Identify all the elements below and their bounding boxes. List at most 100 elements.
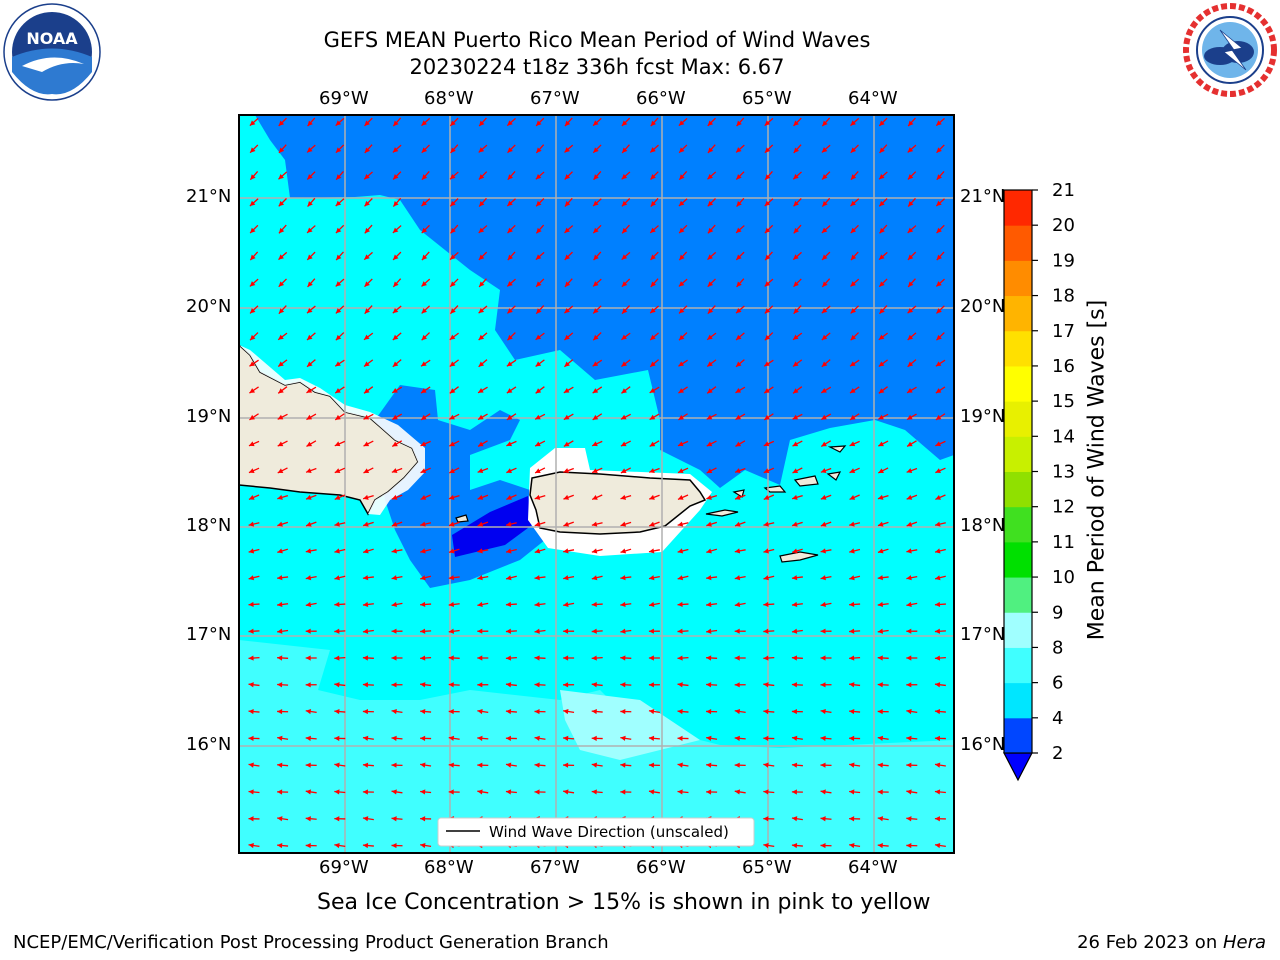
- wave-direction-arrow: [420, 762, 432, 768]
- wave-direction-arrow: [734, 548, 746, 554]
- wave-direction-arrow: [621, 117, 631, 127]
- wave-direction-arrow: [392, 251, 402, 261]
- wave-direction-arrow: [420, 601, 432, 608]
- wave-direction-arrow: [248, 682, 260, 688]
- wave-direction-arrow: [563, 575, 575, 581]
- wave-direction-arrow: [764, 251, 773, 261]
- wave-direction-arrow: [935, 413, 946, 421]
- wave-direction-arrow: [650, 278, 659, 288]
- wave-direction-arrow: [421, 144, 430, 154]
- wave-direction-arrow: [592, 117, 602, 127]
- wave-direction-arrow: [620, 413, 631, 420]
- wave-direction-arrow: [650, 197, 659, 207]
- wave-direction-arrow: [706, 440, 717, 447]
- lon-label-top: 68°W: [424, 88, 474, 109]
- wave-direction-arrow: [334, 735, 346, 741]
- wave-direction-arrow: [707, 144, 716, 154]
- wave-direction-arrow: [305, 494, 317, 500]
- wave-direction-arrow: [505, 708, 517, 715]
- wave-direction-arrow: [734, 708, 746, 715]
- wave-direction-arrow: [849, 842, 861, 849]
- wave-direction-arrow: [563, 413, 574, 421]
- wave-direction-arrow: [506, 386, 517, 394]
- wave-direction-arrow: [678, 171, 688, 181]
- wave-direction-arrow: [335, 305, 345, 314]
- colorbar-segment: [1004, 541, 1032, 578]
- wave-direction-arrow: [821, 171, 831, 180]
- wave-direction-arrow: [706, 359, 717, 368]
- wave-direction-arrow: [362, 628, 374, 634]
- wave-direction-arrow: [620, 708, 632, 715]
- colorbar-tick-label: 9: [1052, 602, 1063, 623]
- wave-direction-arrow: [850, 144, 859, 154]
- wave-direction-arrow: [935, 305, 945, 314]
- wave-direction-arrow: [591, 601, 603, 608]
- wave-direction-arrow: [877, 682, 889, 688]
- wave-direction-arrow: [449, 440, 460, 447]
- wave-direction-arrow: [449, 467, 460, 474]
- wave-direction-arrow: [593, 251, 602, 261]
- wave-direction-arrow: [507, 171, 516, 181]
- colorbar-segment: [1004, 225, 1032, 261]
- wave-direction-arrow: [650, 251, 659, 261]
- wave-direction-arrow: [906, 601, 918, 608]
- wave-direction-arrow: [906, 682, 918, 688]
- wave-direction-arrow: [706, 413, 717, 420]
- lat-label-right: 19°N: [960, 406, 1006, 427]
- wave-direction-arrow: [849, 575, 861, 581]
- wave-direction-arrow: [478, 251, 488, 261]
- wave-direction-arrow: [736, 197, 745, 207]
- wave-direction-arrow: [448, 708, 460, 715]
- wave-direction-arrow: [420, 842, 432, 849]
- wave-direction-arrow: [706, 601, 718, 608]
- wave-direction-arrow: [764, 198, 774, 207]
- wave-direction-arrow: [791, 655, 803, 661]
- wave-direction-arrow: [648, 655, 660, 661]
- colorbar-tick-label: 15: [1052, 391, 1075, 412]
- wave-direction-arrow: [877, 762, 889, 768]
- wave-direction-arrow: [592, 278, 602, 287]
- wave-direction-arrow: [879, 144, 888, 154]
- wave-direction-arrow: [621, 224, 630, 234]
- wave-direction-arrow: [563, 735, 575, 741]
- wave-direction-arrow: [907, 332, 917, 341]
- wave-direction-arrow: [791, 789, 803, 795]
- wave-direction-arrow: [477, 708, 489, 715]
- wave-direction-arrow: [362, 816, 374, 822]
- lat-label-left: 17°N: [186, 624, 232, 645]
- wave-direction-arrow: [734, 735, 746, 741]
- wave-direction-arrow: [392, 305, 402, 314]
- wave-direction-arrow: [620, 521, 632, 527]
- wave-direction-arrow: [592, 413, 603, 421]
- wave-direction-arrow: [820, 494, 832, 500]
- wave-direction-arrow: [478, 144, 488, 153]
- wave-direction-arrow: [821, 332, 831, 341]
- wave-direction-arrow: [362, 548, 374, 554]
- wave-direction-arrow: [363, 359, 374, 368]
- wave-direction-arrow: [649, 305, 660, 314]
- wave-direction-arrow: [591, 655, 603, 661]
- colorbar-segment: [1004, 612, 1032, 648]
- wave-direction-arrow: [820, 789, 832, 795]
- wave-direction-arrow: [448, 762, 460, 768]
- wave-direction-arrow: [563, 601, 575, 608]
- wave-direction-arrow: [277, 735, 289, 741]
- wave-direction-arrow: [592, 224, 602, 234]
- wave-direction-arrow: [678, 198, 688, 207]
- wave-direction-arrow: [907, 251, 917, 261]
- wave-direction-arrow: [620, 575, 632, 581]
- wave-direction-arrow: [621, 171, 631, 180]
- wave-direction-arrow: [791, 682, 803, 688]
- wave-direction-arrow: [334, 842, 346, 849]
- wave-direction-arrow: [763, 494, 775, 501]
- wave-direction-arrow: [563, 655, 575, 661]
- wave-direction-arrow: [534, 708, 546, 715]
- wave-direction-arrow: [791, 575, 803, 581]
- wave-direction-arrow: [678, 224, 688, 234]
- wave-direction-arrow: [877, 575, 889, 581]
- wave-direction-arrow: [849, 762, 861, 768]
- wave-direction-arrow: [534, 575, 546, 581]
- wave-direction-arrow: [564, 251, 573, 261]
- wave-direction-arrow: [677, 521, 689, 527]
